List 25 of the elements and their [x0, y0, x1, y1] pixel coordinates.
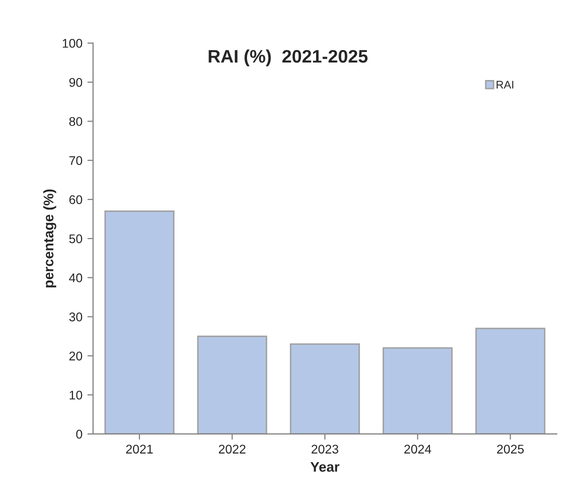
y-tick-label: 100 [62, 38, 82, 48]
y-tick-label: 70 [69, 156, 82, 166]
x-tick-label: 2025 [497, 444, 524, 454]
y-tick-label: 30 [69, 312, 82, 322]
bar [197, 336, 268, 434]
x-axis-title: Year [310, 462, 340, 472]
y-tick-label: 60 [69, 195, 82, 204]
y-tick-label: 10 [70, 390, 82, 400]
bar [382, 347, 453, 434]
y-tick-label: 40 [69, 273, 82, 282]
y-tick-label: 50 [69, 234, 82, 244]
x-tick-label: 2022 [218, 444, 246, 454]
y-tick-label: 90 [69, 78, 82, 87]
y-axis-title: percentage (%) [43, 189, 56, 288]
y-tick-label: 20 [69, 352, 82, 360]
legend-label: RAI [496, 80, 514, 89]
bar [104, 210, 174, 434]
x-tick-label: 2021 [126, 444, 153, 454]
x-tick-label: 2023 [312, 444, 338, 454]
bar [290, 343, 360, 434]
y-tick-label: 80 [69, 117, 82, 126]
x-tick-label: 2024 [404, 444, 432, 454]
chart-title: RAI (%) 2021-2025 [208, 49, 368, 66]
bar [475, 328, 546, 434]
y-tick-label: 0 [76, 430, 82, 439]
